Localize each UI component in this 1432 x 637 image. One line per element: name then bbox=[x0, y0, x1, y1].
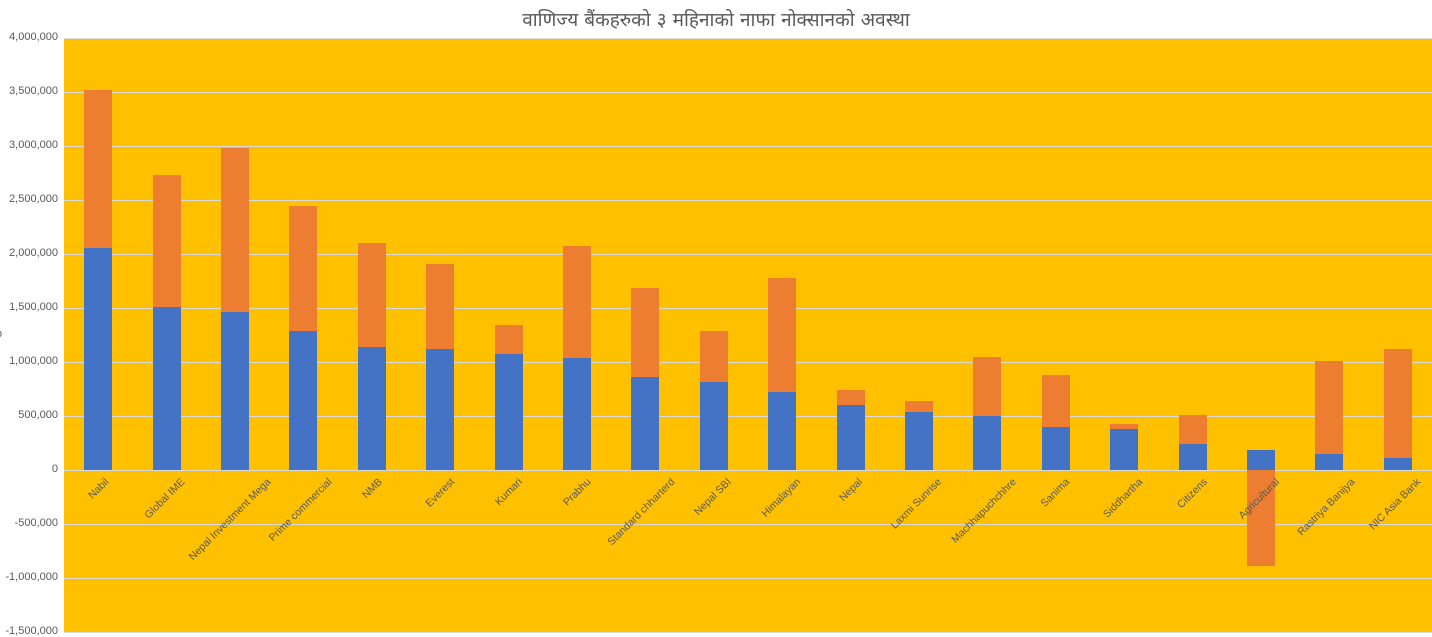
bar-segment[interactable] bbox=[1247, 450, 1275, 470]
bar-segment[interactable] bbox=[836, 390, 865, 406]
gridline bbox=[64, 578, 1432, 579]
gridline bbox=[64, 632, 1432, 633]
gridline bbox=[64, 92, 1432, 93]
y-tick-label: 4,000,000 bbox=[9, 31, 58, 43]
bar-segment[interactable] bbox=[768, 392, 797, 470]
bar-segment[interactable] bbox=[836, 405, 865, 470]
bar-segment[interactable] bbox=[973, 356, 1002, 416]
bar-segment[interactable] bbox=[289, 330, 318, 470]
bar-segment[interactable] bbox=[699, 330, 728, 382]
bar-segment[interactable] bbox=[563, 357, 591, 470]
bar-segment[interactable] bbox=[1041, 426, 1070, 470]
plot-area bbox=[64, 38, 1432, 633]
bar-segment[interactable] bbox=[1178, 414, 1207, 445]
gridline bbox=[64, 524, 1432, 525]
y-tick-label: -500,000 bbox=[14, 517, 58, 529]
bar-segment[interactable] bbox=[1383, 458, 1412, 470]
bar-segment[interactable] bbox=[905, 411, 933, 470]
bar-segment[interactable] bbox=[973, 416, 1002, 470]
y-tick-label: 2,000,000 bbox=[9, 247, 58, 259]
bar-segment[interactable] bbox=[221, 148, 249, 313]
bar-segment[interactable] bbox=[768, 277, 797, 393]
bar-segment[interactable] bbox=[905, 400, 933, 412]
bar-segment[interactable] bbox=[426, 349, 455, 470]
y-tick-label: -1,000,000 bbox=[5, 571, 58, 583]
bar-segment[interactable] bbox=[357, 346, 386, 470]
bar-segment[interactable] bbox=[1315, 454, 1344, 470]
bar-segment[interactable] bbox=[1247, 470, 1275, 567]
y-tick-label: 3,000,000 bbox=[9, 139, 58, 151]
bar-segment[interactable] bbox=[152, 306, 181, 470]
bar-segment[interactable] bbox=[1041, 374, 1070, 427]
bar-segment[interactable] bbox=[1110, 428, 1139, 470]
gridline bbox=[64, 362, 1432, 363]
y-tick-label: 2,500,000 bbox=[9, 193, 58, 205]
bar-segment[interactable] bbox=[221, 312, 249, 470]
y-tick-label: 500,000 bbox=[18, 409, 58, 421]
bar-segment[interactable] bbox=[426, 263, 455, 350]
gridline bbox=[64, 38, 1432, 39]
bar-segment[interactable] bbox=[357, 243, 386, 347]
bar-segment[interactable] bbox=[1110, 424, 1139, 429]
bar-segment[interactable] bbox=[563, 246, 591, 358]
gridline bbox=[64, 416, 1432, 417]
bar-segment[interactable] bbox=[631, 288, 660, 378]
bar-segment[interactable] bbox=[1383, 349, 1412, 459]
bar-segment[interactable] bbox=[1178, 444, 1207, 470]
bar-segment[interactable] bbox=[631, 377, 660, 470]
y-tick-label: 0 bbox=[51, 463, 58, 475]
gridline bbox=[64, 254, 1432, 255]
bar-segment[interactable] bbox=[494, 354, 523, 470]
y-tick-label: -1,500,000 bbox=[5, 625, 58, 637]
gridline bbox=[64, 470, 1432, 471]
y-tick-label: 1,500,000 bbox=[9, 301, 58, 313]
bar-segment[interactable] bbox=[84, 247, 113, 470]
gridline bbox=[64, 308, 1432, 309]
chart-title: वाणिज्य बैंकहरुको ३ महिनाको नाफा नोक्सान… bbox=[522, 9, 910, 31]
bar-segment[interactable] bbox=[494, 325, 523, 355]
bar-segment[interactable] bbox=[699, 381, 728, 470]
y-tick-label: 1,000,000 bbox=[9, 355, 58, 367]
gridline bbox=[64, 200, 1432, 201]
y-tick-label: 3,500,000 bbox=[9, 85, 58, 97]
bar-segment[interactable] bbox=[1315, 360, 1344, 454]
bar-segment[interactable] bbox=[84, 89, 113, 248]
bar-segment[interactable] bbox=[289, 206, 318, 331]
y-axis-title-fragment: o bbox=[0, 328, 2, 340]
bar-segment[interactable] bbox=[152, 175, 181, 307]
gridline bbox=[64, 146, 1432, 147]
